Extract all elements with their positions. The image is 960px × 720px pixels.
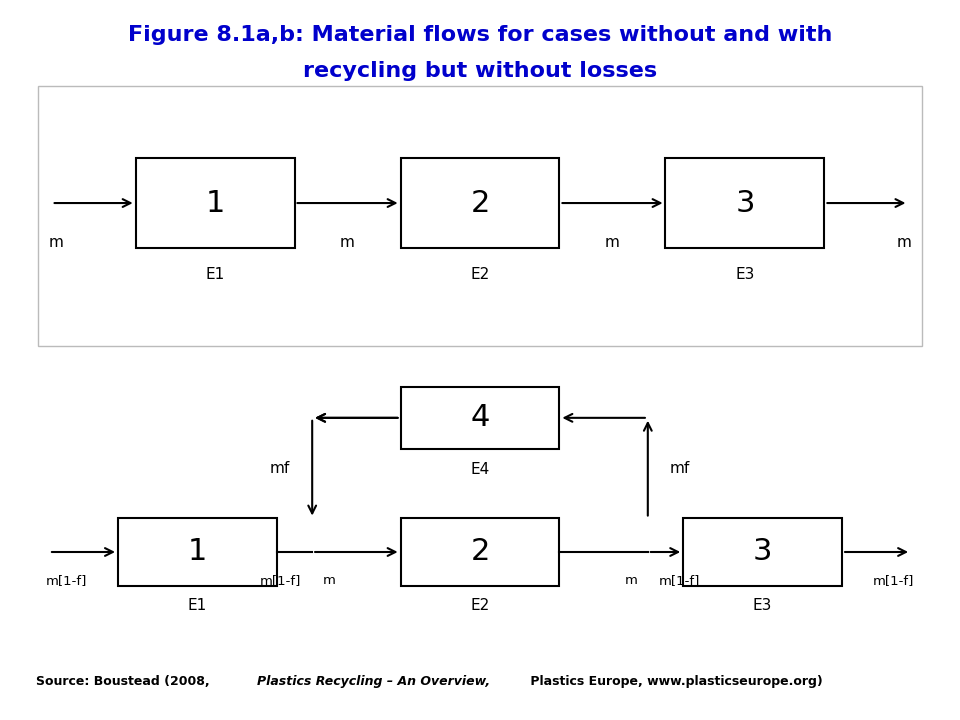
Bar	[400, 158, 560, 248]
Text: m[1-f]: m[1-f]	[874, 574, 915, 587]
Text: E3: E3	[753, 598, 772, 613]
Text: m[1-f]: m[1-f]	[659, 574, 700, 587]
Text: m: m	[323, 574, 336, 587]
Text: m: m	[605, 235, 620, 251]
Text: m: m	[340, 235, 355, 251]
Bar	[118, 518, 276, 585]
Text: m: m	[624, 574, 637, 587]
Text: 1: 1	[205, 189, 225, 217]
Text: m: m	[49, 235, 64, 251]
Text: m[1-f]: m[1-f]	[45, 574, 86, 587]
Bar	[684, 518, 842, 585]
Text: recycling but without losses: recycling but without losses	[303, 61, 657, 81]
Text: Plastics Europe, www.plasticseurope.org): Plastics Europe, www.plasticseurope.org)	[526, 675, 823, 688]
Text: 4: 4	[470, 403, 490, 432]
Text: Plastics Recycling – An Overview,: Plastics Recycling – An Overview,	[257, 675, 491, 688]
Text: mf: mf	[670, 461, 690, 476]
Text: E2: E2	[470, 266, 490, 282]
Text: E1: E1	[188, 598, 207, 613]
Text: 2: 2	[470, 189, 490, 217]
Text: m[1-f]: m[1-f]	[260, 574, 301, 587]
Bar	[665, 158, 825, 248]
Text: E4: E4	[470, 462, 490, 477]
Text: 2: 2	[470, 538, 490, 567]
Text: 3: 3	[735, 189, 755, 217]
Text: E1: E1	[205, 266, 225, 282]
Text: mf: mf	[270, 461, 290, 476]
Text: Source: Boustead (2008,: Source: Boustead (2008,	[36, 675, 214, 688]
Text: E3: E3	[735, 266, 755, 282]
Bar	[400, 518, 560, 585]
Text: 1: 1	[188, 538, 207, 567]
Bar	[135, 158, 295, 248]
Text: m: m	[896, 235, 911, 251]
Text: E2: E2	[470, 598, 490, 613]
Text: 3: 3	[753, 538, 773, 567]
Text: Figure 8.1a,b: Material flows for cases without and with: Figure 8.1a,b: Material flows for cases …	[128, 25, 832, 45]
Bar	[400, 387, 560, 449]
